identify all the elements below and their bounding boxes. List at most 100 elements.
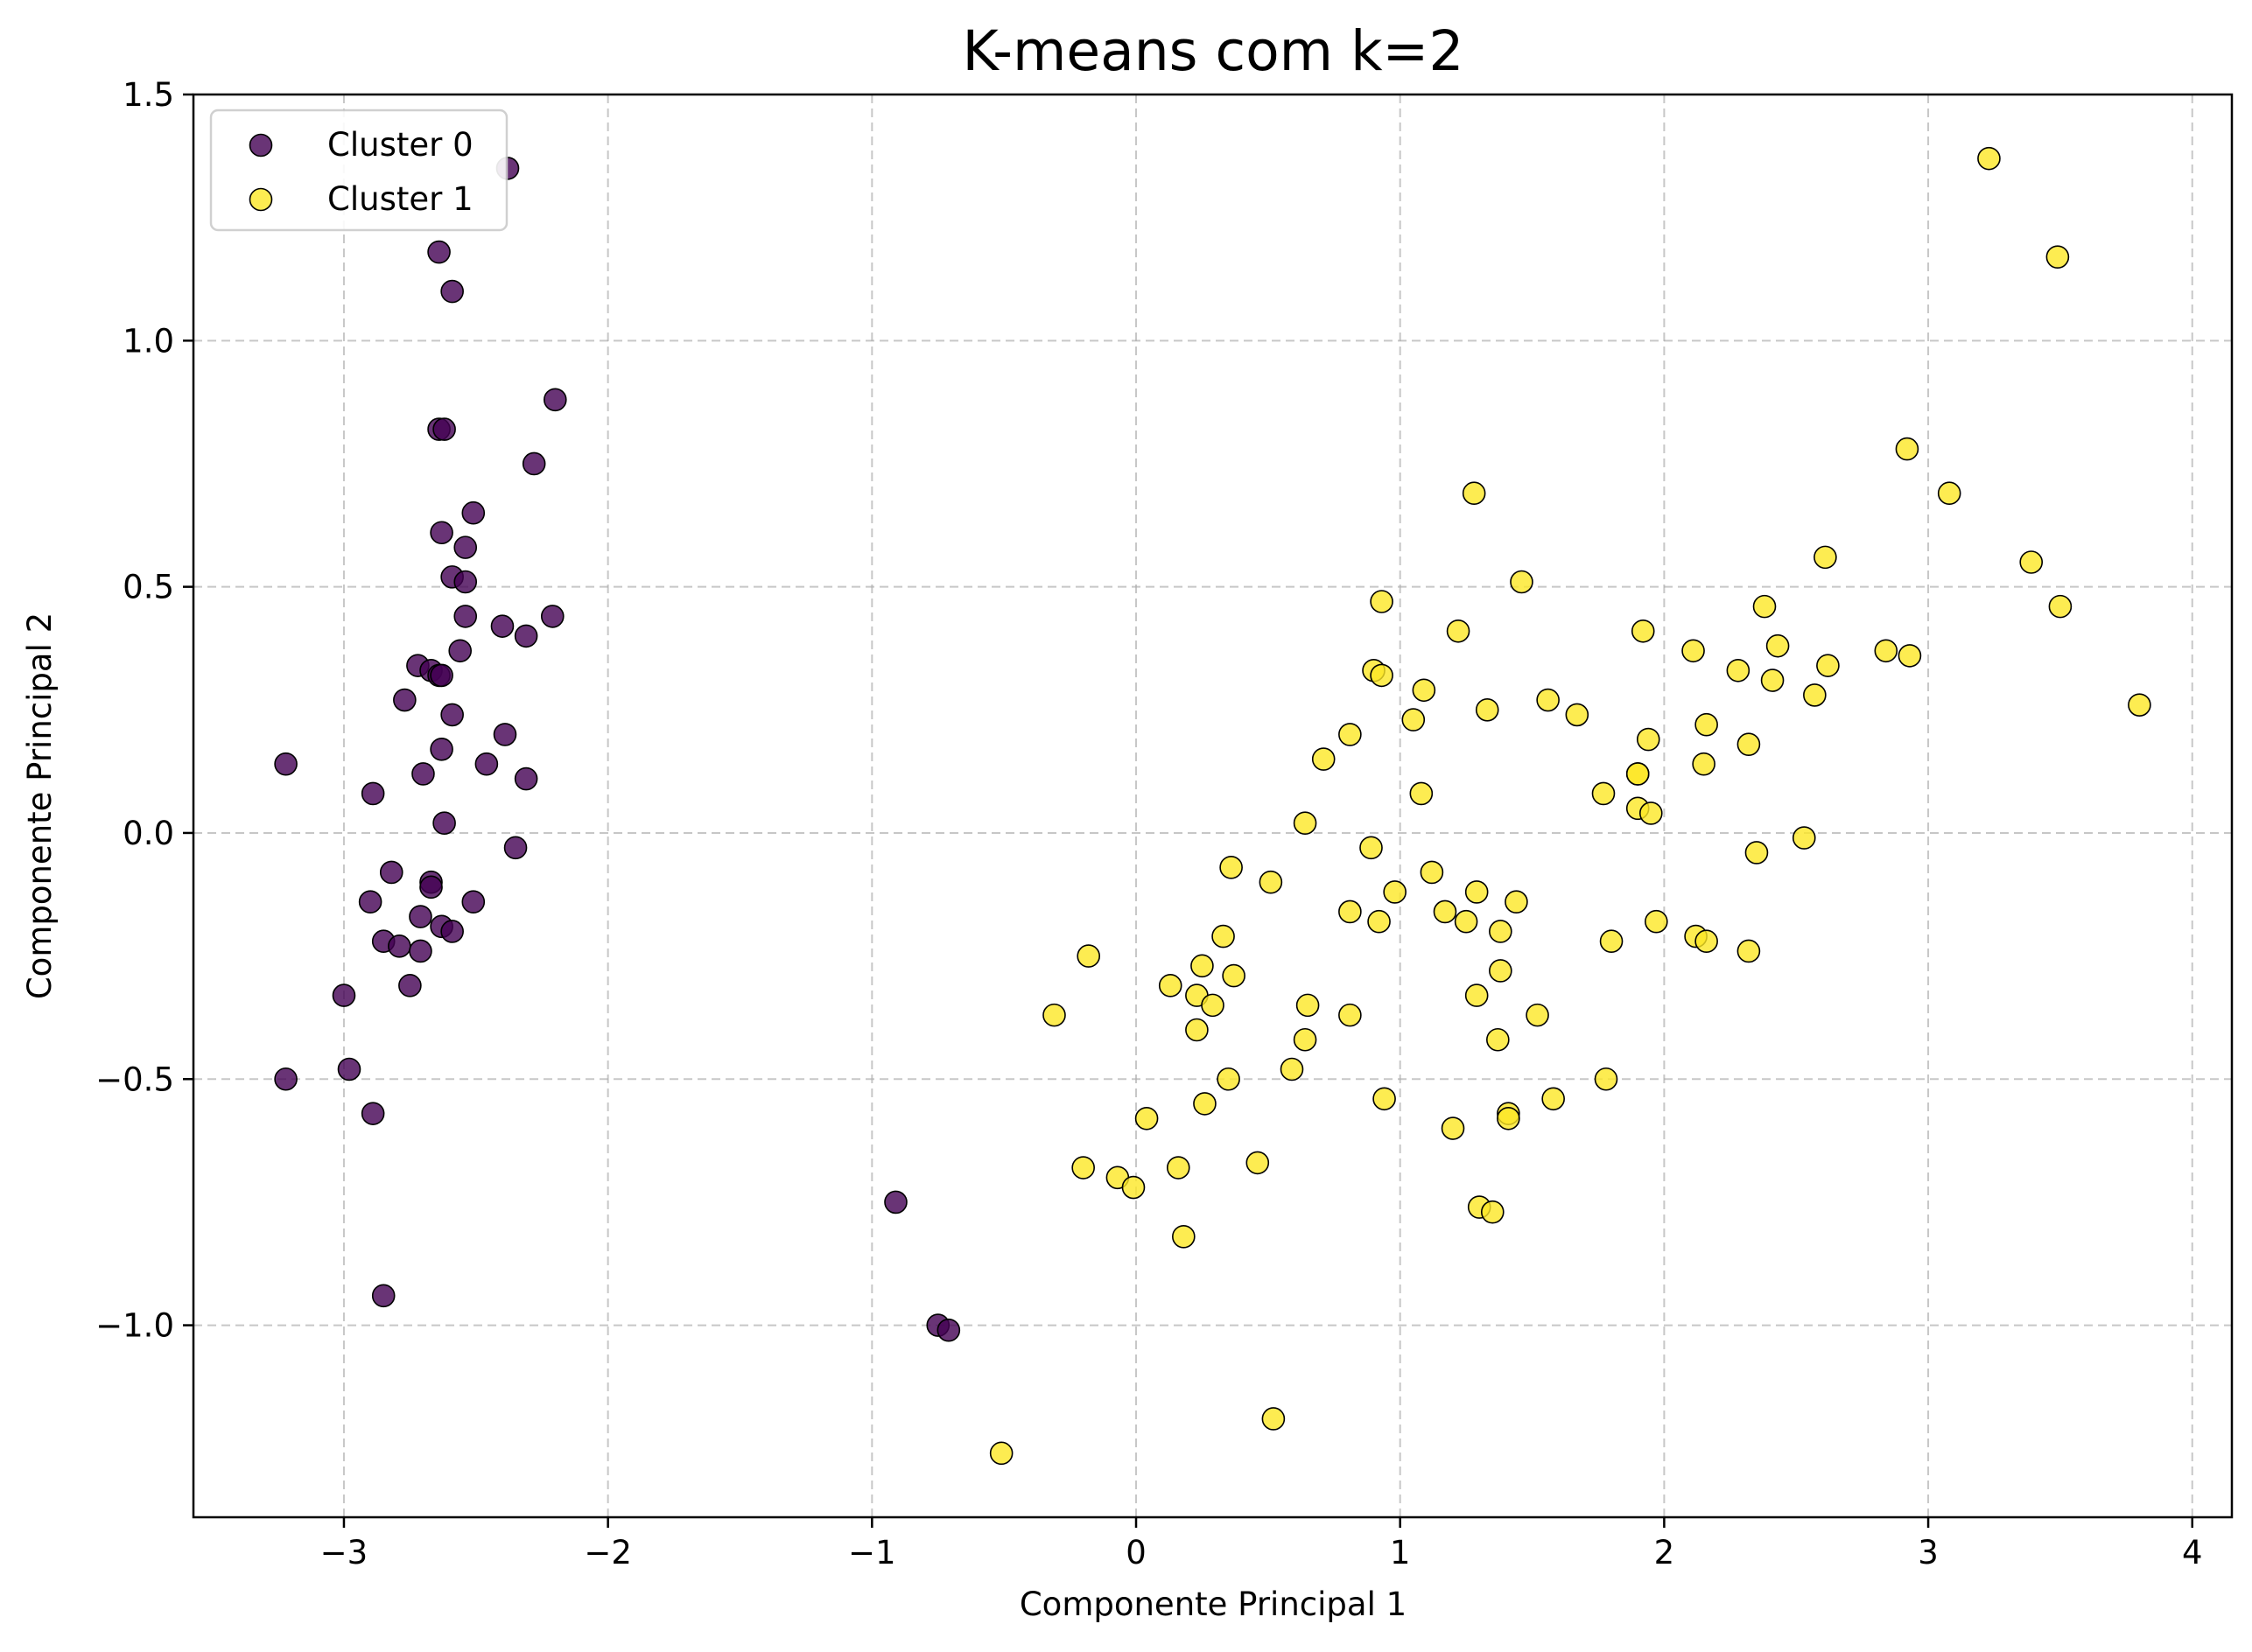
y-tick-label: −1.0 xyxy=(95,1307,174,1345)
data-points xyxy=(274,146,2151,1466)
data-point xyxy=(453,605,478,628)
data-point xyxy=(1409,781,1434,806)
data-point xyxy=(1166,1156,1190,1180)
data-point xyxy=(1245,1151,1270,1175)
data-point xyxy=(1792,826,1816,850)
y-tick-label: 1.5 xyxy=(123,76,174,114)
data-point xyxy=(1510,570,1533,594)
data-point xyxy=(430,663,453,688)
data-point xyxy=(1645,909,1668,934)
legend-box xyxy=(209,108,509,232)
data-point xyxy=(1694,712,1718,737)
data-point xyxy=(1765,634,1790,658)
data-point xyxy=(989,1441,1014,1466)
data-point xyxy=(1816,654,1840,677)
data-point xyxy=(1480,1200,1505,1224)
data-point xyxy=(503,836,528,860)
y-tick-label: 1.0 xyxy=(123,322,174,360)
legend-marker-cluster-0 xyxy=(249,133,273,158)
data-point xyxy=(1293,1027,1317,1052)
data-point xyxy=(1937,481,1961,506)
data-point xyxy=(1383,880,1407,904)
data-point xyxy=(409,905,432,928)
data-point xyxy=(1505,890,1528,914)
data-point xyxy=(2048,594,2073,619)
data-point xyxy=(1222,963,1245,988)
data-point xyxy=(1536,688,1560,712)
data-point xyxy=(1261,1407,1286,1431)
data-point xyxy=(379,860,403,885)
data-point xyxy=(358,890,382,914)
y-tick-label: −0.5 xyxy=(95,1060,174,1098)
data-point xyxy=(1134,1106,1159,1130)
data-point xyxy=(1874,639,1898,663)
x-tick-label: −2 xyxy=(584,1534,632,1572)
data-point xyxy=(1736,732,1761,756)
data-point xyxy=(274,1067,298,1091)
x-tick-label: 2 xyxy=(1654,1534,1675,1572)
data-point xyxy=(1219,856,1243,879)
data-point xyxy=(332,984,356,1007)
plot-frame xyxy=(192,93,2234,1519)
data-point xyxy=(1541,1087,1565,1111)
x-tick-label: 0 xyxy=(1126,1534,1147,1572)
data-point xyxy=(2019,550,2044,574)
data-point xyxy=(1158,974,1182,998)
data-point xyxy=(540,605,565,628)
data-point xyxy=(1077,944,1101,968)
data-point xyxy=(371,1284,396,1308)
data-point xyxy=(1293,811,1317,835)
data-point xyxy=(440,703,464,727)
data-point xyxy=(1898,644,1922,668)
data-point xyxy=(1594,1067,1618,1091)
data-point xyxy=(398,974,422,998)
data-point xyxy=(1489,920,1512,943)
data-point xyxy=(411,762,435,786)
legend-label-cluster-1: Cluster 1 xyxy=(327,180,474,218)
data-point xyxy=(1338,723,1362,746)
x-tick-label: 1 xyxy=(1390,1534,1411,1572)
y-axis-label: Componente Principal 2 xyxy=(21,612,59,999)
data-point xyxy=(1803,683,1827,707)
x-tick-label: −1 xyxy=(848,1534,896,1572)
data-point xyxy=(1071,1156,1095,1180)
data-point xyxy=(361,1102,385,1125)
data-point xyxy=(2045,245,2070,269)
data-point xyxy=(884,1190,908,1214)
data-point xyxy=(1631,619,1655,643)
data-point xyxy=(1462,481,1486,506)
data-point xyxy=(474,752,499,776)
data-point xyxy=(461,890,486,914)
data-point xyxy=(430,737,453,761)
data-point xyxy=(1190,954,1214,978)
data-point xyxy=(1042,1003,1066,1027)
axis-ticks: −3 −2 −1 0 1 2 3 4 −1.0 −0.5 0.0 0.5 1.0 1.5 xyxy=(95,76,2202,1572)
data-point xyxy=(1370,590,1393,613)
data-point xyxy=(937,1318,961,1342)
data-point xyxy=(1367,909,1391,934)
data-point xyxy=(440,920,464,943)
data-point xyxy=(337,1057,361,1082)
data-point xyxy=(1760,668,1785,692)
data-point xyxy=(1217,1067,1240,1091)
data-point xyxy=(1486,1027,1510,1052)
data-point xyxy=(1736,939,1761,963)
data-point xyxy=(453,570,478,594)
data-point xyxy=(274,752,298,776)
data-point xyxy=(1211,924,1235,948)
data-point xyxy=(1338,1003,1362,1027)
legend: Cluster 0 Cluster 1 xyxy=(209,108,509,232)
data-point xyxy=(544,388,567,412)
data-point xyxy=(1726,658,1750,682)
data-point xyxy=(1636,727,1660,752)
data-point xyxy=(1565,703,1589,727)
data-point xyxy=(2128,693,2151,717)
data-point xyxy=(427,240,451,264)
data-point xyxy=(1454,909,1478,934)
data-point xyxy=(1475,697,1499,722)
data-point xyxy=(1977,146,2001,171)
y-tick-label: 0.5 xyxy=(123,569,174,606)
